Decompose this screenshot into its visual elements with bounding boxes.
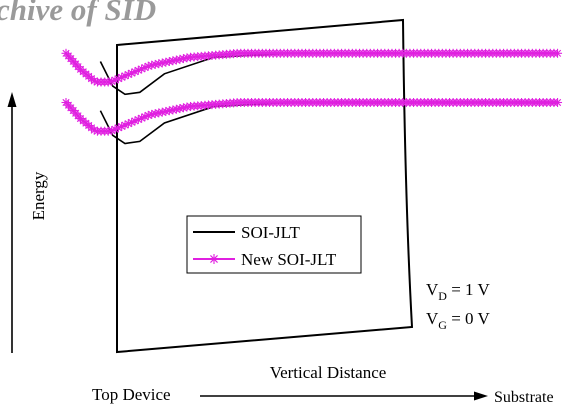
new-soi-jlt-band-lines [61, 48, 563, 136]
y-axis-label: Energy [29, 171, 48, 220]
x-axis-end-label: Substrate [494, 389, 554, 406]
annotation-vg: VG = 0 V [426, 309, 490, 332]
new-soi-jlt-marker [553, 48, 563, 58]
annotation-vg-sub: G [438, 318, 447, 332]
annotation-vd: VD = 1 V [426, 280, 490, 303]
annotation-vg-main: V [426, 309, 439, 328]
legend-marker-new-soi-jlt [209, 254, 219, 264]
new-soi-jlt-marker [171, 104, 181, 114]
x-axis-start-label: Top Device [92, 385, 171, 404]
watermark: chive of SID [0, 0, 156, 27]
annotation-vd-rest: = 1 V [447, 280, 491, 299]
energy-axis-arrowhead [7, 92, 17, 107]
legend-box [186, 215, 362, 274]
legend-label-new-soi-jlt: New SOI-JLT [241, 250, 337, 269]
distance-axis-arrowhead [474, 391, 488, 401]
x-axis-label: Vertical Distance [270, 363, 387, 382]
new-soi-jlt-marker [553, 98, 563, 107]
annotation-vg-rest: = 0 V [447, 309, 491, 328]
annotation-vd-sub: D [438, 289, 447, 303]
annotation-vd-main: V [426, 280, 439, 299]
legend: SOI-JLT New SOI-JLT [186, 215, 362, 274]
device-outline [116, 18, 414, 354]
legend-asterisk [209, 254, 219, 264]
legend-label-soi-jlt: SOI-JLT [241, 223, 300, 242]
